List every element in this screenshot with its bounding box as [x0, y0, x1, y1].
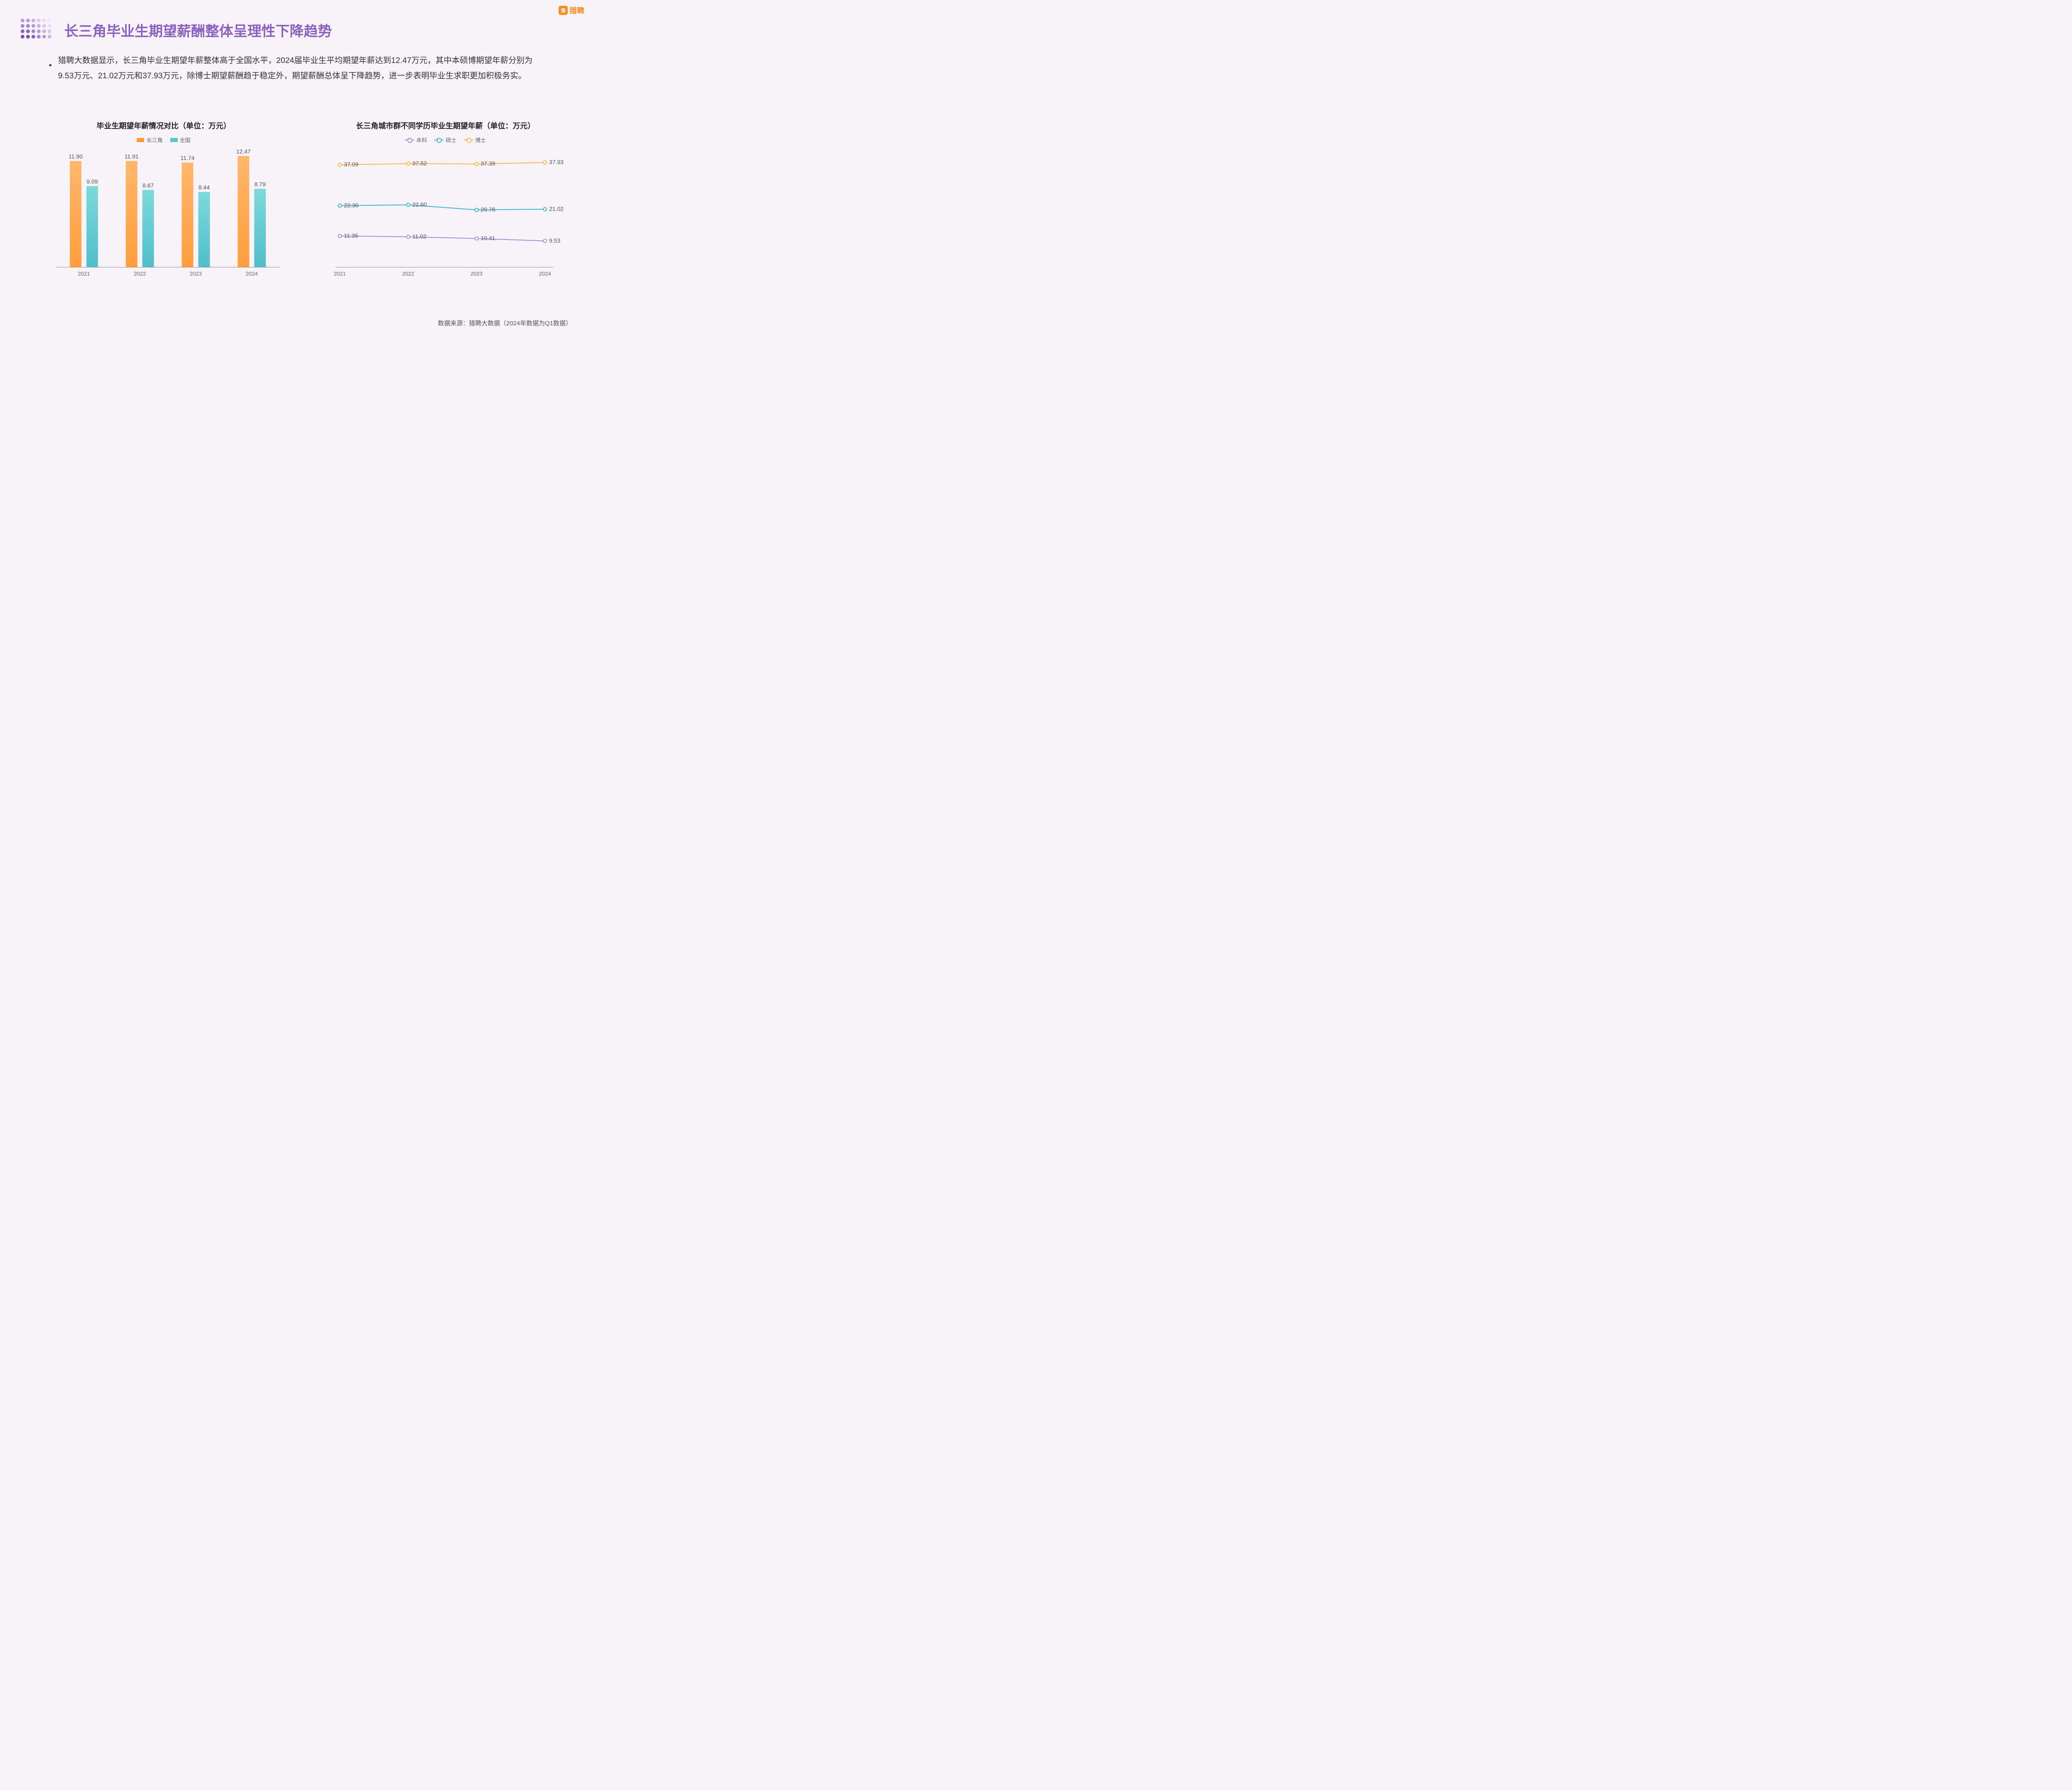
body-text: 猎聘大数据显示，长三角毕业生期望年薪整体高于全国水平，2024届毕业生平均期望年… — [58, 56, 533, 80]
data-source: 数据来源：猎聘大数据（2024年数据为Q1数据） — [438, 319, 572, 327]
svg-text:2024: 2024 — [246, 271, 258, 277]
svg-text:37.09: 37.09 — [344, 161, 358, 168]
decorative-dots — [21, 19, 52, 39]
line-chart-title: 长三角城市群不同学历毕业生期望年薪（单位：万元） — [317, 120, 574, 131]
bar-chart-legend: 长三角全国 — [35, 136, 292, 144]
svg-text:2021: 2021 — [78, 271, 90, 277]
svg-text:2022: 2022 — [402, 271, 414, 277]
svg-text:2023: 2023 — [190, 271, 202, 277]
svg-text:9.09: 9.09 — [87, 178, 98, 185]
svg-text:37.39: 37.39 — [481, 160, 495, 167]
logo-text: 猎聘 — [569, 5, 584, 16]
svg-text:11.74: 11.74 — [181, 155, 195, 161]
svg-text:22.30: 22.30 — [344, 202, 358, 208]
line-chart-legend: 本科硕士博士 — [317, 136, 574, 144]
svg-text:11.91: 11.91 — [125, 153, 139, 160]
svg-text:37.93: 37.93 — [549, 159, 564, 165]
brand-logo: 猎 猎聘 — [559, 5, 584, 16]
bar-chart-title: 毕业生期望年薪情况对比（单位：万元） — [35, 120, 292, 131]
svg-text:2022: 2022 — [134, 271, 146, 277]
svg-text:11.02: 11.02 — [412, 233, 426, 240]
svg-text:2024: 2024 — [539, 271, 551, 277]
bullet-icon: • — [49, 58, 52, 73]
svg-text:21.02: 21.02 — [549, 206, 564, 212]
logo-icon: 猎 — [559, 6, 568, 15]
svg-text:8.79: 8.79 — [254, 181, 266, 188]
svg-text:22.60: 22.60 — [412, 201, 427, 208]
svg-text:2021: 2021 — [334, 271, 346, 277]
svg-text:37.52: 37.52 — [412, 160, 427, 167]
page-title: 长三角毕业生期望薪酬整体呈理性下降趋势 — [64, 20, 332, 40]
bar-chart: 2021 11.90 9.09 2022 11.91 8.67 2023 11.74 8.44 2… — [44, 147, 284, 280]
svg-text:11.90: 11.90 — [69, 153, 83, 160]
body-paragraph: • 猎聘大数据显示，长三角毕业生期望年薪整体高于全国水平，2024届毕业生平均期… — [58, 53, 543, 84]
svg-text:8.44: 8.44 — [198, 184, 210, 191]
svg-text:2023: 2023 — [471, 271, 483, 277]
svg-text:20.78: 20.78 — [481, 206, 495, 213]
line-chart: 2021 2022 2023 2024 11.35 11.02 10.41 9.53 22.30… — [325, 147, 566, 280]
bar-chart-container: 毕业生期望年薪情况对比（单位：万元） 长三角全国 202111.909.0920… — [35, 120, 292, 280]
line-chart-container: 长三角城市群不同学历毕业生期望年薪（单位：万元） 本科硕士博士 2021 2022… — [317, 120, 574, 280]
svg-text:8.67: 8.67 — [143, 182, 154, 189]
svg-text:11.35: 11.35 — [344, 232, 358, 239]
svg-text:9.53: 9.53 — [549, 237, 560, 244]
svg-text:10.41: 10.41 — [481, 235, 495, 242]
svg-text:12.47: 12.47 — [236, 148, 251, 155]
